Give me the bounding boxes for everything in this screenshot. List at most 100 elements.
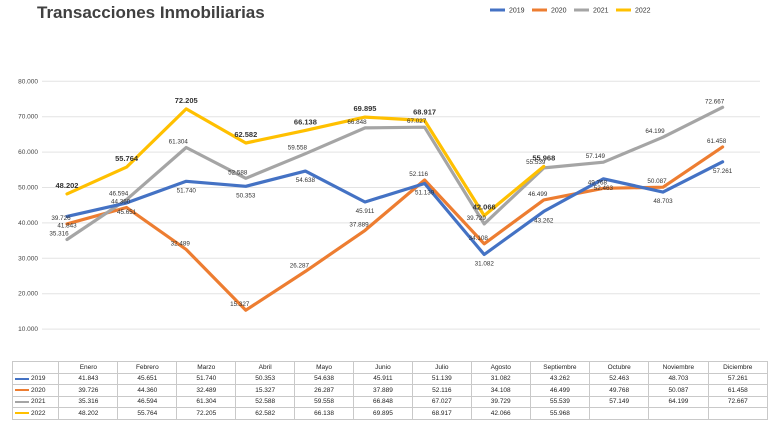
data-label-2021: 55.539	[526, 159, 546, 166]
data-label-2020: 49.768	[588, 179, 608, 186]
table-cell	[707, 407, 768, 420]
table-cell: 51.139	[411, 372, 472, 385]
data-label-2021: 67.027	[407, 118, 427, 125]
data-label-2019: 51.139	[415, 189, 435, 196]
data-label-2020: 34.108	[469, 235, 489, 242]
line-chart: -10.00020.00030.00040.00050.00060.00070.…	[18, 8, 760, 333]
table-cell: 34.108	[470, 384, 531, 397]
table-cell: 46.594	[117, 395, 178, 408]
data-labels: 41.843 45.651 51.740 50.353 54.638 45.911 51.1…	[49, 96, 732, 308]
table-month-header: Noviembre	[648, 361, 709, 374]
data-label-2020: 39.726	[51, 215, 71, 222]
legend: 2019 2020 2021 2022	[490, 8, 651, 15]
y-axis-ticks: -10.00020.00030.00040.00050.00060.00070.…	[18, 78, 38, 333]
data-label-2020: 61.458	[707, 138, 727, 145]
data-label-2021: 52.588	[228, 169, 248, 176]
series-line-2019	[65, 160, 725, 257]
table-row: 2021 35.316 46.594 61.304 52.588 59.558 66.848…	[11, 395, 768, 408]
table-series-key: 2021	[11, 395, 60, 408]
table-cell: 55.968	[529, 407, 591, 420]
table-cell: 39.729	[470, 395, 531, 408]
table-cell: 32.489	[176, 384, 237, 397]
legend-label-2019: 2019	[509, 8, 525, 15]
table-cell: 72.205	[176, 407, 237, 420]
table-cell: 69.895	[353, 407, 413, 420]
table-series-key: 2022	[11, 407, 60, 420]
table-cell: 31.082	[470, 372, 531, 385]
legend-label-2021: 2021	[593, 8, 609, 15]
table-cell: 15.327	[235, 384, 296, 397]
data-label-2020: 52.116	[409, 171, 428, 178]
table-key-label: 2020	[31, 386, 46, 394]
table-cell: 72.667	[707, 395, 768, 408]
table-month-header: Junio	[353, 361, 413, 374]
table-cell: 45.651	[117, 372, 178, 385]
table-cell: 57.261	[707, 372, 768, 385]
table-cell: 54.638	[294, 372, 354, 385]
data-label-2022: 66.138	[294, 117, 317, 126]
data-label-2022: 48.202	[56, 181, 79, 190]
table-cell: 62.582	[235, 407, 296, 420]
chart-title: Transacciones Inmobiliarias	[37, 3, 265, 22]
table-cell: 55.764	[117, 407, 178, 420]
table-cell: 48.703	[648, 372, 709, 385]
table-key-swatch	[15, 412, 29, 415]
table-row: 2020 39.726 44.360 32.489 15.327 26.287 37.889…	[11, 384, 768, 397]
data-label-2019: 51.740	[177, 187, 197, 194]
table-cell: 66.138	[294, 407, 354, 420]
table-key-label: 2022	[31, 409, 46, 417]
table-series-key: 2019	[11, 372, 60, 385]
table-cell: 46.499	[529, 384, 591, 397]
data-label-2022: 55.968	[532, 153, 555, 162]
y-tick-label: 30.000	[18, 255, 38, 262]
data-label-2019: 31.082	[475, 260, 495, 267]
data-label-2019: 45.911	[356, 208, 375, 215]
data-label-2021: 57.149	[586, 153, 606, 160]
table-cell: 57.149	[589, 395, 650, 408]
table-month-header: Mayo	[294, 361, 354, 374]
data-label-2019: 52.463	[594, 185, 614, 192]
table-cell: 39.726	[58, 384, 119, 397]
legend-label-2020: 2020	[551, 8, 567, 15]
table-row: 2019 41.843 45.651 51.740 50.353 54.638 45.911…	[11, 372, 768, 385]
table-cell: 50.353	[235, 372, 296, 385]
table-cell: 52.588	[235, 395, 296, 408]
table-key-swatch	[15, 377, 29, 380]
gridlines	[42, 80, 760, 330]
table-cell: 68.917	[411, 407, 472, 420]
series-line-2021	[65, 105, 725, 242]
table-row: 2022 48.202 55.764 72.205 62.582 66.138 69.895…	[11, 407, 768, 420]
table-cell: 55.539	[529, 395, 591, 408]
data-label-2021: 72.667	[705, 98, 725, 105]
table-month-header: Julio	[411, 361, 472, 374]
table-month-header: Octubre	[589, 361, 650, 374]
table-cell: 64.199	[648, 395, 709, 408]
table-month-header: Marzo	[176, 361, 237, 374]
data-label-2020: 32.489	[171, 240, 191, 247]
table-cell: 44.360	[117, 384, 178, 397]
table-cell	[648, 407, 709, 420]
table-cell: 50.087	[648, 384, 709, 397]
data-label-2019: 45.651	[117, 209, 137, 216]
table-cell: 67.027	[411, 395, 472, 408]
data-label-2019: 41.843	[57, 222, 77, 229]
table-corner	[11, 361, 60, 374]
data-table: Enero Febrero Marzo Abril Mayo Junio Julio Agos…	[11, 361, 768, 420]
data-label-2019: 50.353	[236, 192, 256, 199]
data-label-2019: 54.638	[296, 177, 316, 184]
table-month-header: Diciembre	[707, 361, 768, 374]
y-tick-label: 70.000	[18, 114, 38, 121]
table-cell: 66.848	[353, 395, 413, 408]
table-month-header: Agosto	[470, 361, 531, 374]
table-cell: 35.316	[58, 395, 119, 408]
legend-label-2022: 2022	[635, 8, 651, 15]
table-cell: 61.458	[707, 384, 768, 397]
data-label-2020: 26.287	[290, 262, 310, 269]
data-label-2022: 55.764	[115, 154, 139, 163]
y-tick-label: 50.000	[18, 185, 38, 192]
table-cell: 37.889	[353, 384, 413, 397]
table-cell: 42.066	[470, 407, 531, 420]
table-cell: 26.287	[294, 384, 354, 397]
table-cell: 49.768	[589, 384, 650, 397]
table-key-swatch	[15, 400, 29, 403]
